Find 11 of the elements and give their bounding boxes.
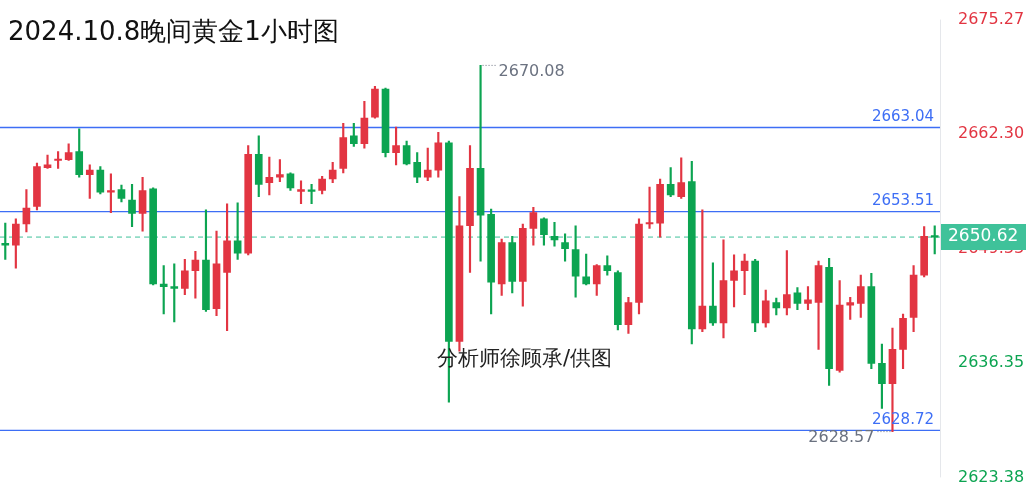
- y-tick-label: 2636.35: [958, 352, 1025, 372]
- y-tick-label: 2662.30: [958, 123, 1025, 143]
- annotation: 2670.08: [498, 60, 565, 80]
- ref-line-label: 2663.04: [871, 106, 934, 125]
- ref-line-label: 2650.62: [948, 225, 1019, 246]
- annotation: 2628.57: [808, 426, 875, 446]
- ref-line-label: 2653.51: [871, 190, 934, 209]
- y-tick-label: 2623.38: [958, 466, 1025, 486]
- y-tick-label: 2675.27: [958, 8, 1025, 28]
- candlestick: [476, 65, 485, 262]
- chart-title: 2024.10.8晚间黄金1小时图: [8, 15, 339, 48]
